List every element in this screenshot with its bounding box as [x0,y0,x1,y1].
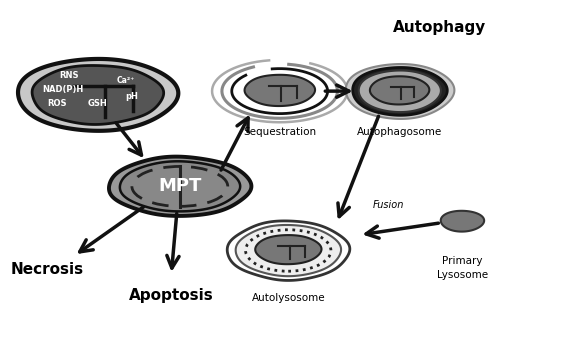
Polygon shape [359,70,441,112]
Polygon shape [120,161,240,212]
Polygon shape [244,75,315,106]
Text: GSH: GSH [87,99,107,108]
Polygon shape [32,65,164,125]
Polygon shape [441,211,484,232]
Text: Autolysosome: Autolysosome [251,293,325,303]
Text: Necrosis: Necrosis [11,262,84,277]
Text: pH: pH [125,92,138,101]
Text: MPT: MPT [158,177,201,195]
Text: Primary: Primary [442,256,482,266]
Polygon shape [227,221,350,281]
Text: ROS: ROS [47,99,67,108]
Text: RNS: RNS [59,71,79,80]
Polygon shape [255,235,321,264]
Polygon shape [18,59,178,131]
Polygon shape [346,64,455,119]
Polygon shape [236,225,341,276]
Text: Apoptosis: Apoptosis [129,288,214,303]
Polygon shape [109,157,251,216]
Polygon shape [370,76,430,105]
Text: Sequestration: Sequestration [243,127,316,138]
Text: Autophagy: Autophagy [393,19,486,34]
Text: NAD(P)H: NAD(P)H [42,85,83,94]
Text: Fusion: Fusion [372,200,404,210]
Polygon shape [353,68,448,115]
Text: Lysosome: Lysosome [436,270,488,279]
Text: Ca²⁺: Ca²⁺ [116,76,135,85]
Text: Autophagosome: Autophagosome [357,127,442,138]
